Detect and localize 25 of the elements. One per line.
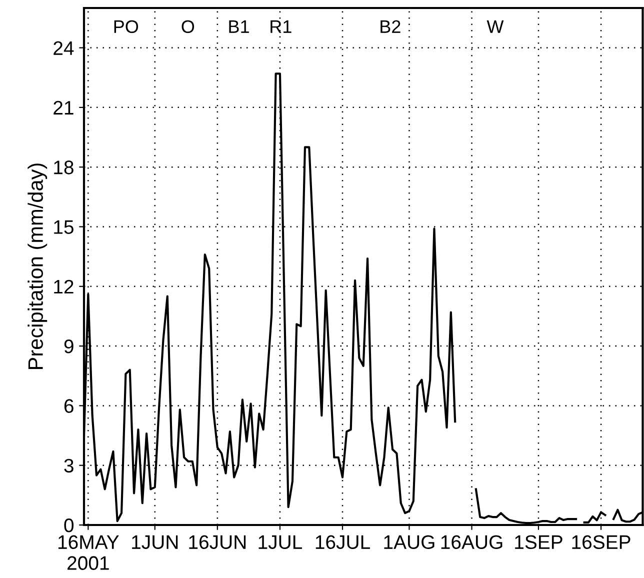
y-tick-label: 12 [54, 280, 74, 294]
x-tick-label: 1JUN [132, 535, 178, 550]
annotation: B2 [380, 20, 400, 33]
x-tick-label: 16SEP [572, 535, 630, 550]
x-tick-label: 16MAY 2001 [58, 535, 119, 570]
x-tick-label: 16JUN [189, 535, 246, 550]
annotation: B1 [229, 20, 249, 33]
y-tick-label: 18 [54, 160, 74, 174]
x-tick-label: 1SEP [515, 535, 562, 550]
annotation: O [182, 20, 194, 34]
y-tick-label: 0 [64, 518, 74, 532]
y-tick-label: 15 [54, 220, 74, 234]
y-tick-label: 3 [64, 458, 74, 473]
x-tick-label: 1JUL [258, 535, 302, 550]
y-tick-label: 9 [64, 340, 74, 354]
annotation: W [486, 20, 504, 33]
x-tick-label: 1AUG [384, 535, 434, 550]
y-tick-label: 6 [64, 399, 74, 413]
x-tick-label: 16AUG [441, 535, 502, 550]
y-axis-title: Precipitation (mm/day) [28, 164, 48, 369]
y-tick-label: 21 [54, 100, 74, 114]
annotation: R1 [270, 20, 292, 33]
annotation: PO [114, 20, 138, 34]
x-tick-label: 16JUL [316, 535, 370, 550]
y-tick-label: 24 [54, 41, 74, 55]
